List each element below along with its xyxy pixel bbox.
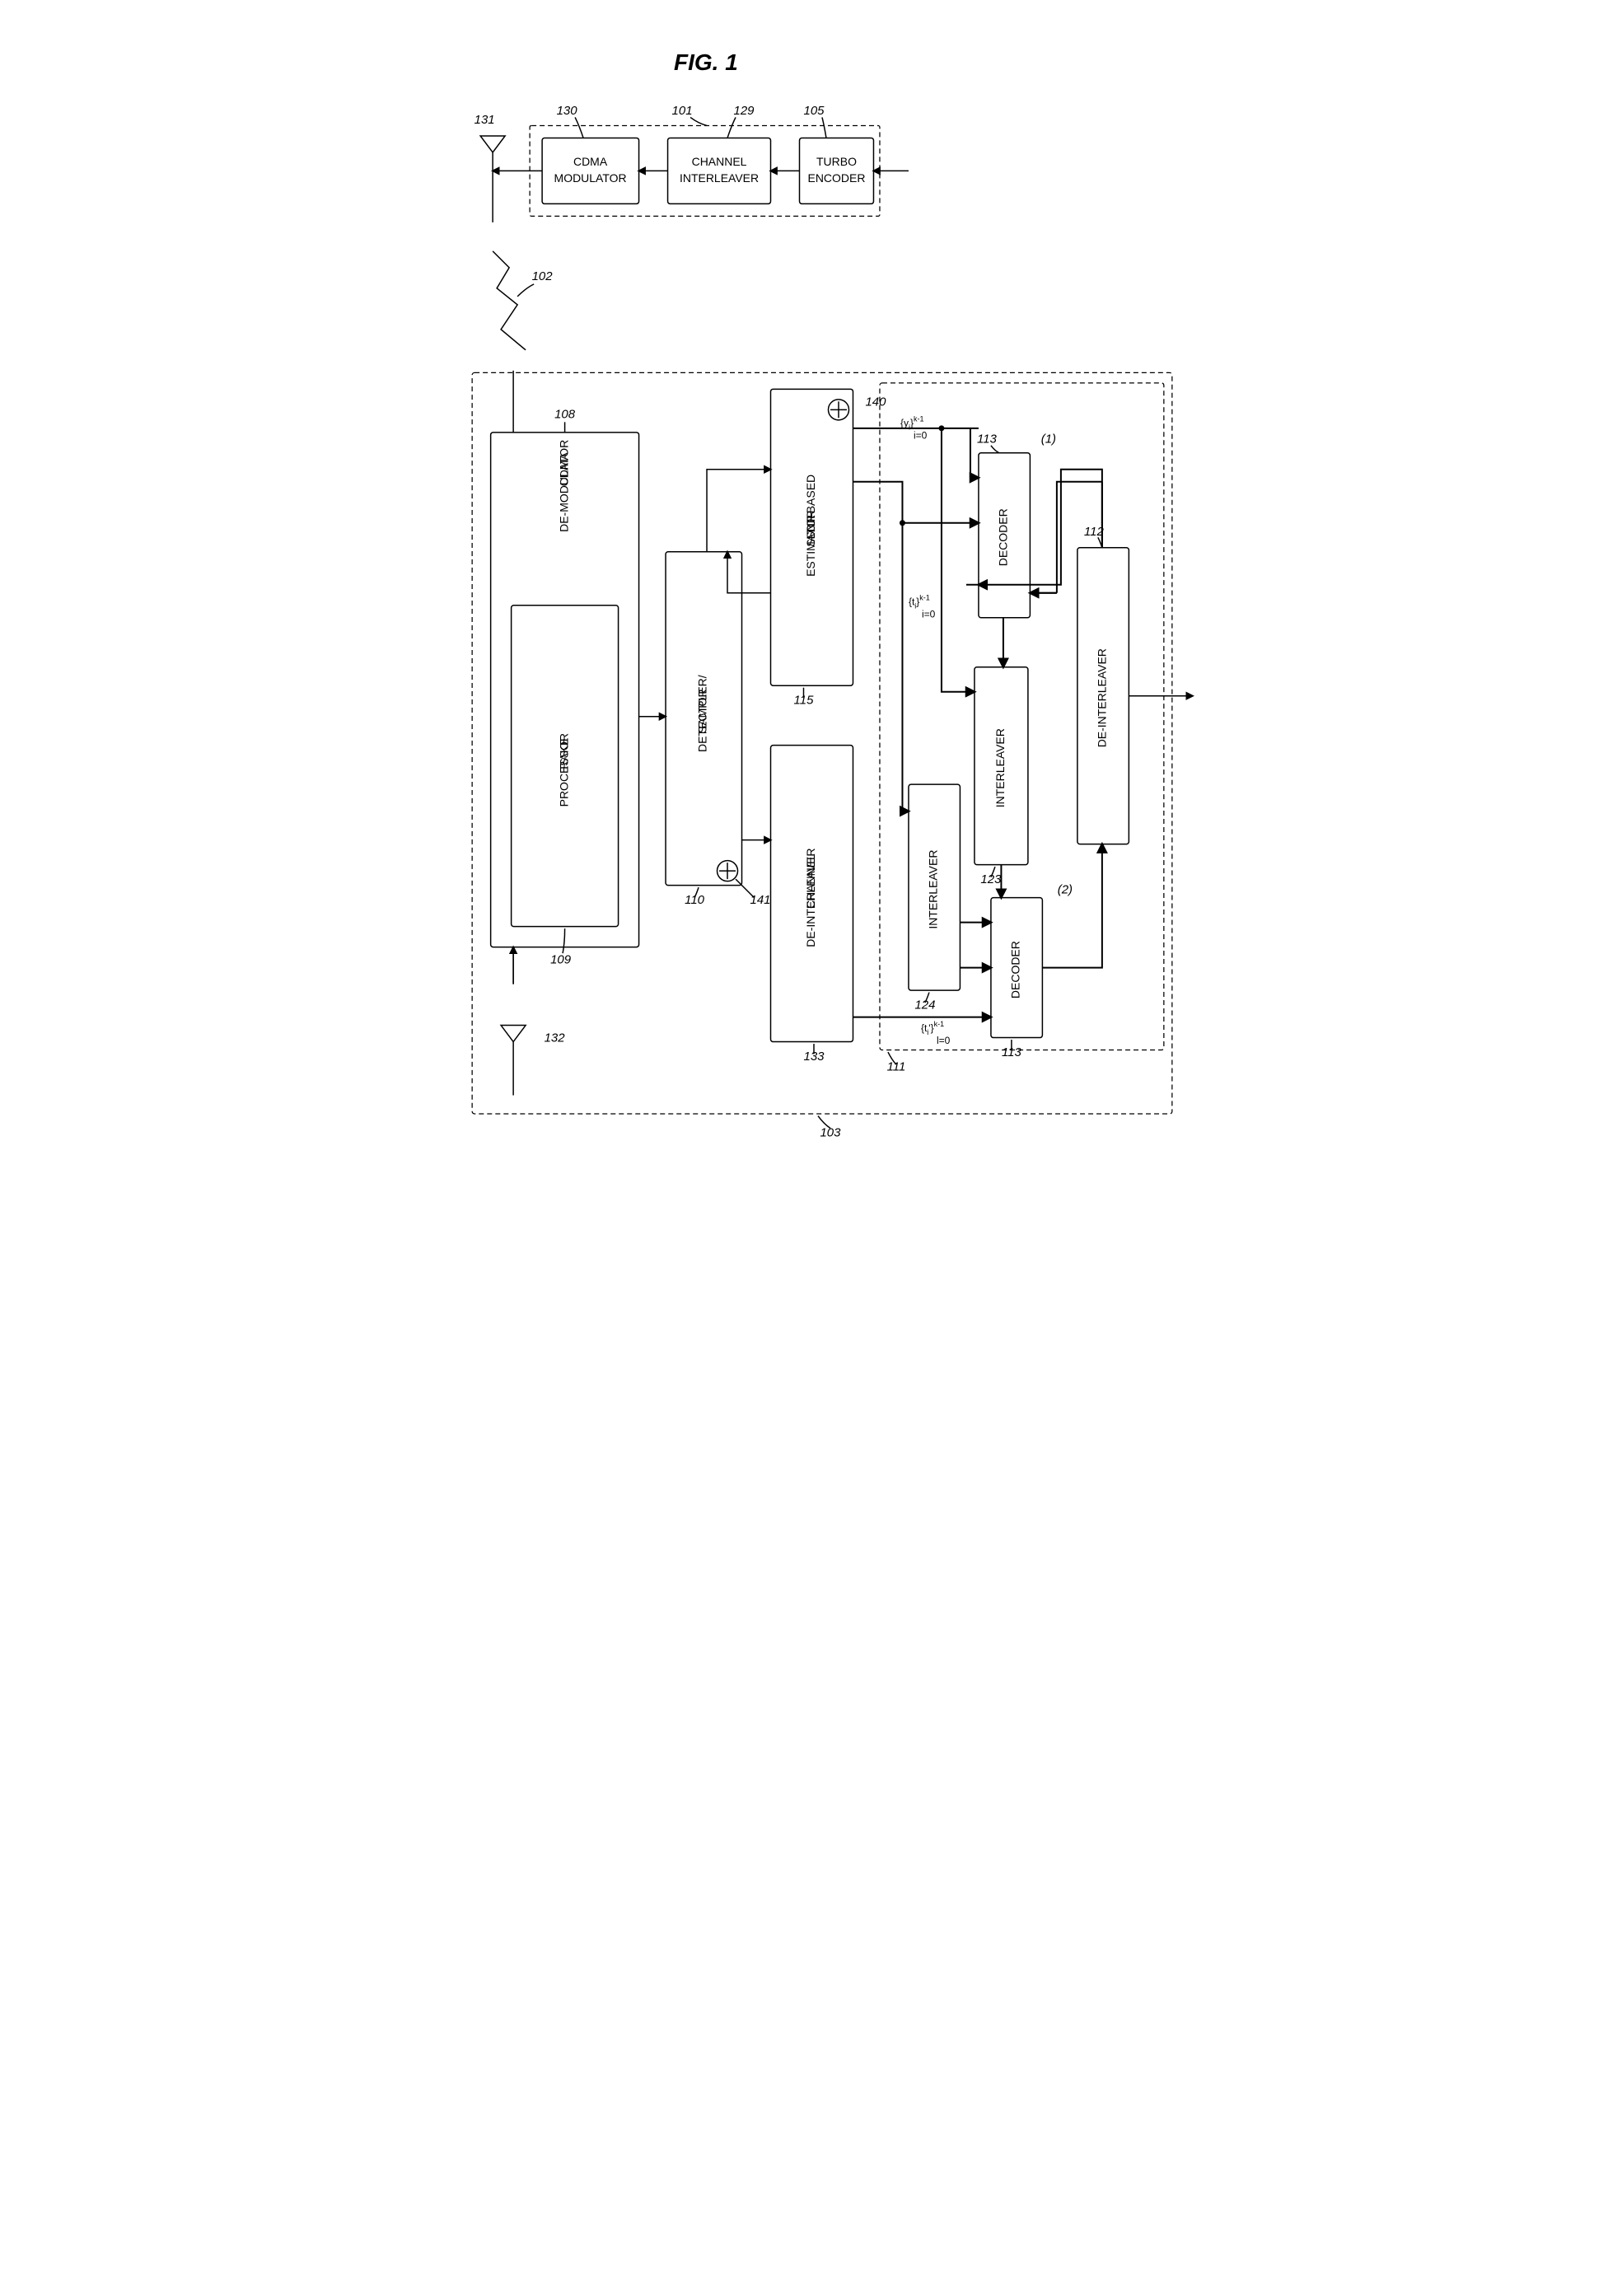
diagram-svg: FIG. 1 101 131 CDMA MODULATOR 130 CHANNE… xyxy=(402,16,1206,1164)
ti-node xyxy=(900,520,905,526)
yi-node xyxy=(938,425,944,431)
leader-113a xyxy=(991,446,999,453)
dec1-suffix: (1) xyxy=(1041,432,1056,446)
snr-l3: ESTIMATOR xyxy=(804,511,817,577)
leader-130 xyxy=(575,117,583,138)
ref-141: 141 xyxy=(750,893,771,907)
leader-129 xyxy=(727,117,736,138)
ref-123: 123 xyxy=(980,872,1002,886)
turbo-l2: ENCODER xyxy=(808,171,866,185)
dec2-suffix: (2) xyxy=(1058,883,1073,897)
ref-132: 132 xyxy=(545,1031,566,1045)
tip-label: {ti'}k-1 l=0 xyxy=(921,1020,951,1046)
ref-129: 129 xyxy=(734,104,755,118)
deint-label: DE-INTERLEAVER xyxy=(1096,648,1109,747)
ref-111: 111 xyxy=(887,1060,906,1074)
ref-130: 130 xyxy=(557,104,578,118)
svg-text:{ti'}k-1: {ti'}k-1 xyxy=(921,1020,944,1036)
ref-102: 102 xyxy=(532,269,554,283)
cdma-mod-l1: CDMA xyxy=(573,155,608,168)
svg-text:{ti}k-1: {ti}k-1 xyxy=(909,594,930,610)
leader-102 xyxy=(517,284,534,297)
dec2-to-deint xyxy=(1042,844,1101,968)
ref-105: 105 xyxy=(803,104,825,118)
ref-124: 124 xyxy=(914,998,935,1012)
ti-label: {ti}k-1 i=0 xyxy=(909,594,936,620)
ch-deint-l2: DE-INTERLEAVER xyxy=(804,849,817,947)
ch-int-l2: INTERLEAVER xyxy=(680,171,759,185)
ti-stub xyxy=(853,482,902,523)
ref-101: 101 xyxy=(672,104,693,118)
wire-sampler-snr1 xyxy=(707,470,770,552)
decoder2-label: DECODER xyxy=(1009,941,1022,998)
ref-109: 109 xyxy=(550,953,572,967)
leader-101 xyxy=(690,117,707,125)
ti-to-int124 xyxy=(902,523,908,811)
channel-interleaver-box xyxy=(668,138,771,203)
antenna-tx xyxy=(480,136,505,222)
leader-105 xyxy=(822,117,826,138)
ch-int-l1: CHANNEL xyxy=(692,155,747,168)
turbo-l1: TURBO xyxy=(816,155,857,168)
ref-110: 110 xyxy=(685,893,705,907)
sampler-l2: DETECTOR xyxy=(696,689,709,752)
int123-label: INTERLEAVER xyxy=(993,728,1007,807)
svg-text:i=0: i=0 xyxy=(922,609,936,620)
ref-113a: 113 xyxy=(977,432,998,446)
cdma-demod-l2: DE-MODULATOR xyxy=(557,440,570,532)
decoder1-label: DECODER xyxy=(997,508,1010,566)
channel-zigzag xyxy=(493,251,526,350)
ref-140: 140 xyxy=(865,395,886,409)
cdma-mod-l2: MODULATOR xyxy=(554,171,627,185)
svg-text:i=0: i=0 xyxy=(914,429,928,441)
rake-l2: PROCESSOR xyxy=(557,733,570,807)
figure-title: FIG. 1 xyxy=(674,49,738,75)
svg-text:l=0: l=0 xyxy=(937,1035,951,1046)
leader-141 xyxy=(736,879,754,897)
ref-131: 131 xyxy=(474,113,495,127)
int124-label: INTERLEAVER xyxy=(927,850,940,929)
ref-112: 112 xyxy=(1084,525,1105,539)
cdma-modulator-box xyxy=(542,138,638,203)
ref-108: 108 xyxy=(554,407,576,421)
ref-103: 103 xyxy=(820,1126,841,1140)
turbo-encoder-box xyxy=(800,138,874,203)
